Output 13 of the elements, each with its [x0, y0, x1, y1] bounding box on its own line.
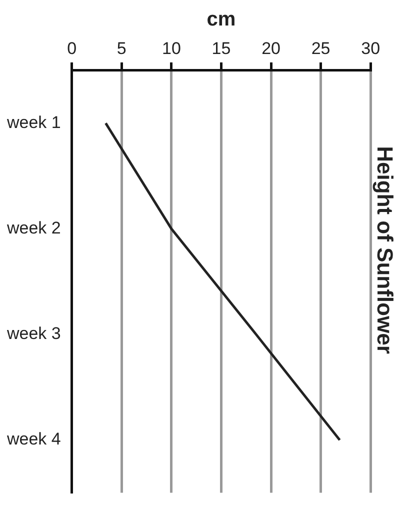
- y-tick-label: week 4: [6, 430, 61, 449]
- y-tick-label: week 1: [6, 112, 61, 132]
- y-tick-label: week 3: [6, 324, 61, 344]
- x-tick-label: 20: [262, 38, 280, 58]
- y-tick-label: week 2: [6, 218, 61, 238]
- x-tick-label: 30: [361, 38, 380, 58]
- x-axis-title: cm: [206, 8, 236, 31]
- text: Height of Sunflower: [372, 146, 398, 354]
- x-tick-label: 15: [212, 38, 231, 58]
- x-tick-label: 10: [162, 38, 181, 58]
- x-tick-label: 25: [311, 38, 330, 58]
- x-tick-label: 5: [116, 38, 126, 58]
- x-tick-label: 0: [67, 38, 77, 58]
